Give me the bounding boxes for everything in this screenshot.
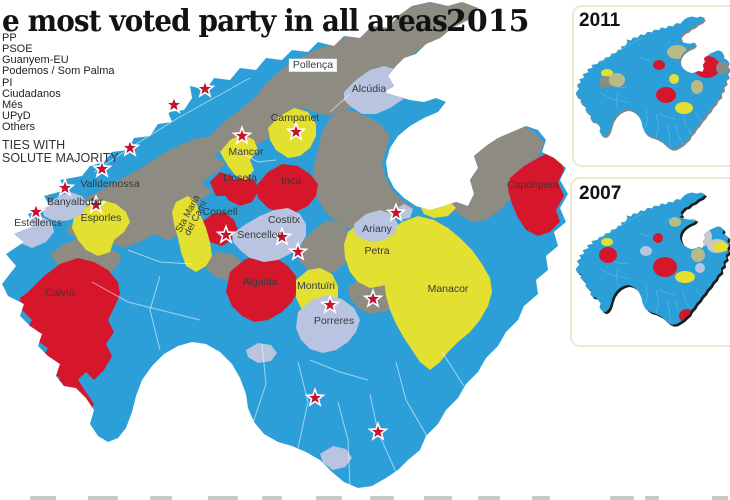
- cropped-text-artifact: [30, 496, 56, 500]
- cropped-text-artifact: [208, 496, 238, 500]
- cropped-text-artifact: [262, 496, 282, 500]
- cropped-text-artifact: [610, 496, 634, 500]
- region-algaida: [226, 254, 298, 322]
- absolute-majority-star: [319, 294, 341, 314]
- region-alaro: [210, 172, 236, 196]
- region-escorca: [208, 86, 308, 150]
- inset-region-patch: [653, 257, 677, 277]
- cropped-text-artifact: [645, 496, 659, 500]
- absolute-majority-star: [194, 78, 216, 98]
- inset-region-patch: [640, 246, 652, 256]
- absolute-majority-star: [25, 201, 47, 221]
- inset-region-patch: [653, 233, 663, 243]
- region-capdepera: [508, 152, 564, 236]
- region-inca: [256, 164, 318, 214]
- absolute-majority-star: [54, 177, 76, 197]
- inset-region-patch: [691, 248, 705, 262]
- inset-region-patch: [687, 207, 711, 221]
- absolute-majority-star: [367, 421, 389, 441]
- cropped-text-artifact: [478, 496, 500, 500]
- inset-region-patch: [667, 45, 687, 59]
- absolute-majority-star: [271, 226, 293, 246]
- region-south-patch: [320, 446, 352, 470]
- inset-region-patch: [675, 271, 695, 283]
- inset-region-patch: [656, 87, 676, 103]
- inset-region-patch: [653, 60, 665, 70]
- absolute-majority-star: [91, 158, 113, 178]
- cropped-text-artifact: [88, 496, 118, 500]
- inset-region-patch: [601, 238, 613, 246]
- stars-layer: [25, 78, 407, 441]
- region-ariany: [354, 210, 398, 242]
- absolute-majority-star: [362, 288, 384, 308]
- region-esporles: [72, 200, 130, 256]
- region-muro-sta-margalida: [312, 110, 414, 230]
- region-porreres: [296, 295, 360, 353]
- absolute-majority-star: [85, 194, 107, 214]
- cropped-text-artifact: [316, 496, 342, 500]
- region-estellencs: [12, 216, 54, 248]
- cropped-text-artifact: [370, 496, 394, 500]
- absolute-majority-star: [304, 387, 326, 407]
- region-sta-maria: [172, 196, 212, 272]
- inset-region-patch: [687, 47, 705, 63]
- cropped-text-artifact: [424, 496, 452, 500]
- inset-region-patch: [695, 263, 705, 273]
- cropped-text-artifact: [150, 496, 172, 500]
- inset-region-patch: [716, 62, 728, 74]
- absolute-majority-star: [119, 137, 141, 157]
- inset-region-patch: [669, 217, 681, 227]
- cropped-text-artifact: [712, 496, 728, 500]
- absolute-majority-star: [285, 121, 307, 141]
- absolute-majority-star: [163, 94, 185, 114]
- inset-map-2007: [575, 192, 730, 325]
- region-sineu: [298, 220, 356, 276]
- absolute-majority-star: [215, 224, 237, 244]
- inset-region-patch: [675, 102, 693, 114]
- inset-region-patch: [609, 73, 625, 87]
- cropped-text-artifact: [532, 496, 550, 500]
- region-pollenca-formentor: [258, 2, 480, 116]
- absolute-majority-star: [287, 241, 309, 261]
- region-banyalbufar: [42, 192, 88, 222]
- region-manacor: [384, 216, 492, 370]
- absolute-majority-star: [231, 125, 253, 145]
- region-mancor: [220, 134, 258, 180]
- inset-region-patch: [679, 309, 695, 323]
- inset-region-patch: [669, 74, 679, 84]
- region-bay-patch: [246, 343, 277, 363]
- region-calvia: [20, 258, 120, 426]
- main-map-2015: [2, 2, 568, 488]
- absolute-majority-star: [385, 202, 407, 222]
- region-sencelles-costitx: [232, 208, 306, 262]
- inset-map-2011: [575, 16, 730, 149]
- inset-region-patch: [713, 242, 729, 252]
- inset-region-patch: [601, 69, 613, 77]
- inset-region-patch: [691, 80, 703, 94]
- inset-region-patch: [599, 247, 617, 263]
